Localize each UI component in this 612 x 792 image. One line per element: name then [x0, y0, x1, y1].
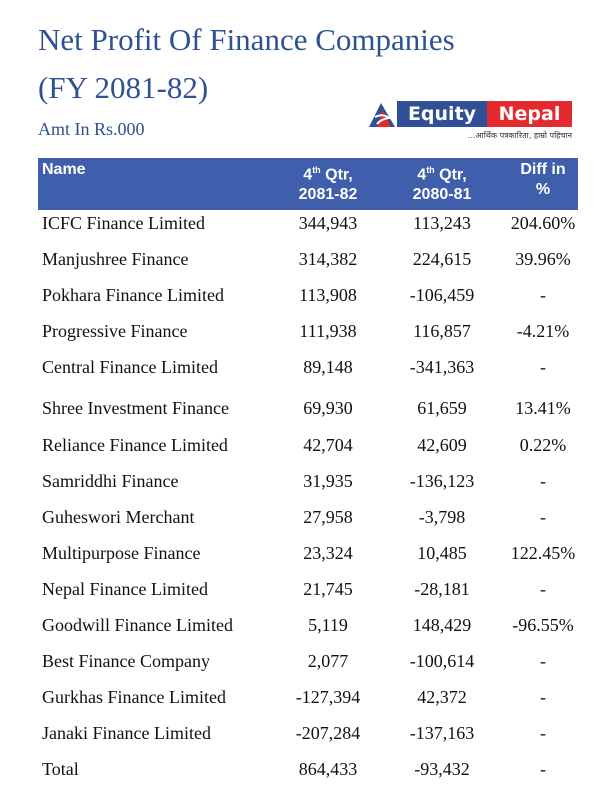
profit-2081-82: 111,938 — [299, 321, 357, 341]
table-row: Progressive Finance 111,938 116,857 -4.21% — [38, 316, 578, 346]
table-row: Pokhara Finance Limited 113,908 -106,459 - — [38, 280, 578, 310]
company-name: Progressive Finance — [42, 321, 188, 341]
logo-nepal-text: Nepal — [487, 101, 572, 127]
company-name: Manjushree Finance — [42, 249, 189, 269]
header-diff-percent: Diff in% — [520, 161, 566, 198]
company-name: Pokhara Finance Limited — [42, 285, 224, 305]
table-row: Manjushree Finance 314,382 224,615 39.96% — [38, 244, 578, 274]
table-row: Nepal Finance Limited 21,745 -28,181 - — [38, 574, 578, 604]
header-name: Name — [42, 161, 86, 178]
diff-percent: - — [540, 471, 546, 491]
company-name: Reliance Finance Limited — [42, 435, 228, 455]
profit-2080-81: -93,432 — [414, 759, 470, 779]
company-name: Best Finance Company — [42, 651, 210, 671]
profit-2080-81: 42,609 — [417, 435, 467, 455]
table-header: Name 4th Qtr, 2081-82 4th Qtr, 2080-81 Dif… — [38, 158, 578, 210]
table-row: Guheswori Merchant 27,958 -3,798 - — [38, 502, 578, 532]
company-name: Central Finance Limited — [42, 357, 218, 377]
diff-percent: - — [540, 285, 546, 305]
diff-percent: 39.96% — [515, 249, 571, 269]
profit-2080-81: -3,798 — [418, 507, 466, 527]
diff-percent: 0.22% — [519, 435, 567, 455]
company-name: Goodwill Finance Limited — [42, 615, 233, 635]
profit-2080-81: -100,614 — [409, 651, 475, 671]
profit-2080-81: -106,459 — [409, 285, 475, 305]
diff-percent: - — [540, 651, 546, 671]
logo-tagline: ...आर्थिक पत्रकारिता, हाम्रो पहिचान — [467, 131, 572, 140]
logo-equity-text: Equity — [397, 101, 487, 127]
profit-2080-81: 116,857 — [413, 321, 471, 341]
table-row: Samriddhi Finance 31,935 -136,123 - — [38, 466, 578, 496]
profit-2080-81: 113,243 — [413, 213, 471, 233]
profit-2080-81: 148,429 — [412, 615, 472, 635]
profit-2081-82: 344,943 — [298, 213, 358, 233]
diff-percent: - — [540, 759, 546, 779]
diff-percent: -96.55% — [512, 615, 574, 635]
amount-unit-note: Amt In Rs.000 — [38, 119, 145, 139]
table-row: Reliance Finance Limited 42,704 42,609 0.22… — [38, 430, 578, 460]
profit-2080-81: 61,659 — [417, 398, 467, 418]
page-title: Net Profit Of Finance Companies — [38, 22, 455, 57]
total-row: Total 864,433 -93,432 - — [38, 754, 578, 784]
profit-2081-82: 864,433 — [298, 759, 358, 779]
table-row: Goodwill Finance Limited 5,119 148,429 -96.… — [38, 610, 578, 640]
profit-2080-81: -136,123 — [409, 471, 475, 491]
company-name: Guheswori Merchant — [42, 507, 195, 527]
table-row: Shree Investment Finance 69,930 61,659 13.4… — [38, 393, 578, 423]
company-name: Gurkhas Finance Limited — [42, 687, 226, 707]
profit-2081-82: -127,394 — [295, 687, 361, 707]
diff-percent: 122.45% — [510, 543, 576, 563]
profit-2081-82: 5,119 — [308, 615, 348, 635]
diff-percent: - — [540, 687, 546, 707]
profit-2081-82: 314,382 — [298, 249, 358, 269]
logo-mountain-icon — [369, 103, 395, 127]
diff-percent: 13.41% — [515, 398, 571, 418]
profit-2081-82: 42,704 — [303, 435, 353, 455]
profit-2081-82: 21,745 — [303, 579, 353, 599]
profit-2081-82: 113,908 — [299, 285, 357, 305]
company-name: Janaki Finance Limited — [42, 723, 211, 743]
company-name: Shree Investment Finance — [42, 398, 229, 418]
profit-2080-81: 10,485 — [417, 543, 467, 563]
profit-2081-82: 31,935 — [303, 471, 353, 491]
table-row: Janaki Finance Limited -207,284 -137,163 - — [38, 718, 578, 748]
profit-2080-81: -28,181 — [414, 579, 470, 599]
company-name: Samriddhi Finance — [42, 471, 179, 491]
profit-2080-81: -137,163 — [409, 723, 475, 743]
profit-2081-82: 89,148 — [303, 357, 353, 377]
equity-nepal-logo: Equity Nepal ...आर्थिक पत्रकारिता, हाम्र… — [367, 100, 577, 142]
diff-percent: - — [540, 723, 546, 743]
table-row: ICFC Finance Limited 344,943 113,243 204.60… — [38, 208, 578, 238]
table-row: Gurkhas Finance Limited -127,394 42,372 - — [38, 682, 578, 712]
diff-percent: -4.21% — [516, 321, 570, 341]
company-name: Multipurpose Finance — [42, 543, 201, 563]
profit-2081-82: 27,958 — [303, 507, 353, 527]
header-q4-2080-81: 4th Qtr, 2080-81 — [412, 165, 472, 204]
profit-2080-81: 42,372 — [417, 687, 467, 707]
table-row: Best Finance Company 2,077 -100,614 - — [38, 646, 578, 676]
diff-percent: - — [540, 579, 546, 599]
profit-2080-81: -341,363 — [409, 357, 475, 377]
header-q4-2081-82: 4th Qtr, 2081-82 — [298, 165, 358, 204]
diff-percent: - — [540, 357, 546, 377]
diff-percent: 204.60% — [510, 213, 576, 233]
profit-2081-82: 2,077 — [307, 651, 349, 671]
company-name: ICFC Finance Limited — [42, 213, 205, 233]
profit-2080-81: 224,615 — [412, 249, 472, 269]
company-name: Total — [42, 759, 79, 779]
diff-percent: - — [540, 507, 546, 527]
company-name: Nepal Finance Limited — [42, 579, 208, 599]
page-title-period: (FY 2081-82) — [38, 70, 209, 105]
profit-2081-82: -207,284 — [295, 723, 361, 743]
profit-2081-82: 23,324 — [303, 543, 353, 563]
table-row: Central Finance Limited 89,148 -341,363 - — [38, 352, 578, 382]
profit-2081-82: 69,930 — [303, 398, 353, 418]
table-row: Multipurpose Finance 23,324 10,485 122.45% — [38, 538, 578, 568]
